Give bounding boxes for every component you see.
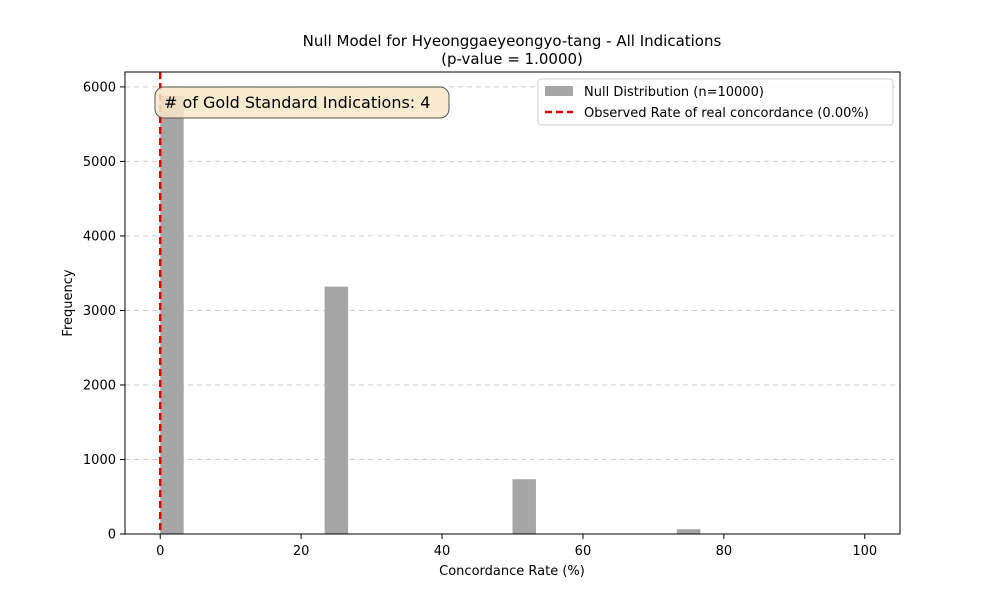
legend-box bbox=[537, 78, 894, 126]
x-tick-label: 20 bbox=[293, 544, 310, 559]
annotation: # of Gold Standard Indications: 4 bbox=[154, 86, 450, 119]
annotation-box bbox=[154, 86, 450, 119]
chart-title: Null Model for Hyeonggaeyeongyo-tang - A… bbox=[303, 32, 722, 50]
y-tick-label: 0 bbox=[108, 528, 116, 543]
y-axis-label: Frequency bbox=[61, 269, 76, 336]
y-tick-label: 1000 bbox=[83, 453, 116, 468]
histogram-bar bbox=[324, 286, 349, 534]
y-tick-label: 5000 bbox=[83, 155, 116, 170]
bar-series bbox=[160, 95, 701, 535]
x-axis-label: Concordance Rate (%) bbox=[439, 564, 585, 579]
annotation-text: # of Gold Standard Indications: 4 bbox=[164, 93, 430, 112]
histogram-bar bbox=[676, 529, 701, 534]
legend: Null Distribution (n=10000) Observed Rat… bbox=[537, 78, 894, 126]
histogram-bar bbox=[160, 95, 184, 535]
legend-patch-null-distribution bbox=[545, 86, 573, 96]
x-tick-label: 60 bbox=[575, 544, 592, 559]
x-tick-label: 0 bbox=[156, 544, 164, 559]
legend-label-null-distribution: Null Distribution (n=10000) bbox=[584, 85, 764, 100]
legend-label-observed-rate: Observed Rate of real concordance (0.00%… bbox=[584, 106, 869, 121]
y-tick-label: 6000 bbox=[83, 80, 116, 95]
y-tick-label: 4000 bbox=[83, 229, 116, 244]
plot-frame bbox=[124, 71, 901, 535]
grid-lines bbox=[125, 86, 900, 460]
x-tick-label: 40 bbox=[434, 544, 451, 559]
y-tick-label: 3000 bbox=[83, 304, 116, 319]
chart-subtitle: (p-value = 1.0000) bbox=[441, 50, 583, 68]
x-tick-label: 100 bbox=[852, 544, 877, 559]
y-axis-ticks: 0 1000 2000 3000 4000 5000 6000 bbox=[83, 80, 125, 543]
y-tick-label: 2000 bbox=[83, 378, 116, 393]
x-axis-ticks: 0 20 40 60 80 100 bbox=[156, 534, 877, 559]
x-tick-label: 80 bbox=[716, 544, 733, 559]
histogram-bar bbox=[512, 479, 536, 534]
